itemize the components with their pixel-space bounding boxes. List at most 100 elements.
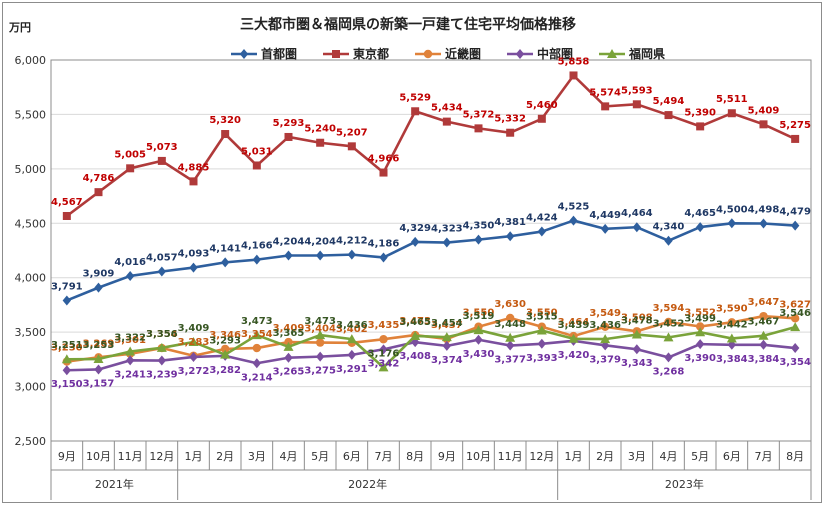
data-label: 3,346 [209, 330, 241, 341]
data-label: 5,593 [621, 85, 653, 96]
legend-marker [423, 49, 433, 59]
x-tick-label: 6月 [343, 450, 361, 463]
data-point [157, 156, 166, 165]
data-label: 4,381 [494, 217, 526, 228]
data-label: 4,885 [178, 162, 210, 173]
data-point [442, 237, 452, 248]
data-label: 3,253 [83, 340, 115, 351]
year-label: 2023年 [665, 477, 704, 491]
x-tick-label: 3月 [628, 450, 646, 463]
data-point [442, 117, 451, 126]
data-point [632, 222, 642, 233]
data-label: 3,356 [146, 329, 178, 340]
data-label: 3,590 [716, 303, 748, 314]
data-point [347, 249, 357, 260]
x-tick-label: 11月 [498, 450, 523, 463]
data-label: 3,377 [494, 355, 526, 366]
legend-label: 首都圏 [261, 46, 297, 61]
data-point [506, 128, 515, 137]
data-label: 3,647 [748, 297, 780, 308]
data-point [474, 124, 483, 133]
data-label: 3,409 [273, 323, 305, 334]
data-point [93, 354, 104, 364]
data-label: 3,465 [399, 317, 431, 328]
data-label: 5,031 [241, 146, 273, 157]
data-label: 3,390 [684, 353, 716, 364]
series-line [66, 74, 796, 218]
data-label: 4,204 [273, 237, 305, 248]
data-point [62, 211, 71, 220]
data-label: 3,594 [653, 303, 685, 314]
data-label: 3,550 [526, 308, 558, 319]
legend-item: 近畿圏 [415, 46, 481, 61]
data-label: 3,374 [431, 355, 463, 366]
x-tick-label: 11月 [118, 450, 143, 463]
data-point [695, 222, 705, 233]
data-point [758, 330, 769, 340]
data-point [631, 329, 642, 339]
legend-label: 福岡県 [628, 46, 665, 61]
data-label: 4,093 [178, 249, 210, 260]
data-point [696, 122, 705, 131]
data-point [156, 342, 167, 352]
data-label: 4,479 [779, 207, 811, 218]
data-point [632, 100, 641, 109]
data-label: 3,436 [336, 320, 368, 331]
legend-marker [607, 49, 617, 58]
data-point [346, 334, 357, 344]
data-label: 5,207 [336, 127, 368, 138]
data-point [569, 71, 578, 80]
data-point [315, 330, 326, 340]
data-label: 3,499 [684, 313, 716, 324]
legend-label: 中部圏 [537, 46, 573, 61]
data-point [347, 142, 356, 151]
data-point [61, 354, 72, 364]
x-tick-label: 9月 [438, 450, 456, 463]
data-point [695, 339, 705, 350]
data-label: 4,449 [589, 210, 621, 221]
data-label: 3,791 [51, 281, 83, 292]
data-label: 3,241 [114, 369, 146, 380]
data-label: 3,464 [558, 317, 590, 328]
data-point [663, 332, 674, 342]
data-label: 5,494 [653, 96, 685, 107]
data-label: 3,546 [779, 308, 811, 319]
legend-marker [239, 49, 249, 59]
legend: 首都圏 東京都 近畿圏 中部圏 福岡県 [231, 46, 665, 61]
data-label: 5,240 [304, 124, 336, 135]
data-label: 3,627 [779, 299, 811, 310]
data-label: 3,408 [399, 351, 431, 362]
data-point [189, 262, 198, 273]
data-label: 4,424 [526, 213, 558, 224]
data-point [727, 218, 737, 229]
data-point [315, 250, 325, 261]
data-label: 4,350 [463, 221, 495, 232]
data-label: 3,150 [51, 379, 83, 390]
data-point [284, 250, 293, 261]
chart-title: 三大都市圏＆福岡県の新築一戸建て住宅平均価格推移 [240, 16, 576, 33]
x-tick-label: 1月 [565, 450, 583, 463]
data-label: 5,275 [779, 120, 811, 131]
data-label: 5,390 [684, 107, 716, 118]
data-label: 3,402 [336, 324, 368, 335]
data-point [569, 215, 578, 226]
y-tick-label: 5,500 [15, 108, 47, 121]
data-point [252, 254, 262, 265]
data-label: 3,354 [146, 329, 178, 340]
data-point [727, 109, 736, 118]
data-point [410, 236, 420, 247]
data-point [790, 322, 801, 332]
data-point [315, 338, 325, 347]
data-label: 3,343 [621, 358, 653, 369]
data-point [252, 161, 261, 170]
data-point [600, 223, 610, 234]
data-label: 3,301 [114, 335, 146, 346]
data-point [759, 339, 768, 350]
data-point [378, 362, 389, 372]
data-point [601, 102, 610, 111]
y-tick-label: 3,000 [15, 381, 47, 394]
x-tick-label: 2月 [596, 450, 614, 463]
data-label: 3,435 [368, 320, 400, 331]
data-point [315, 351, 325, 362]
data-label: 3,515 [526, 312, 558, 323]
